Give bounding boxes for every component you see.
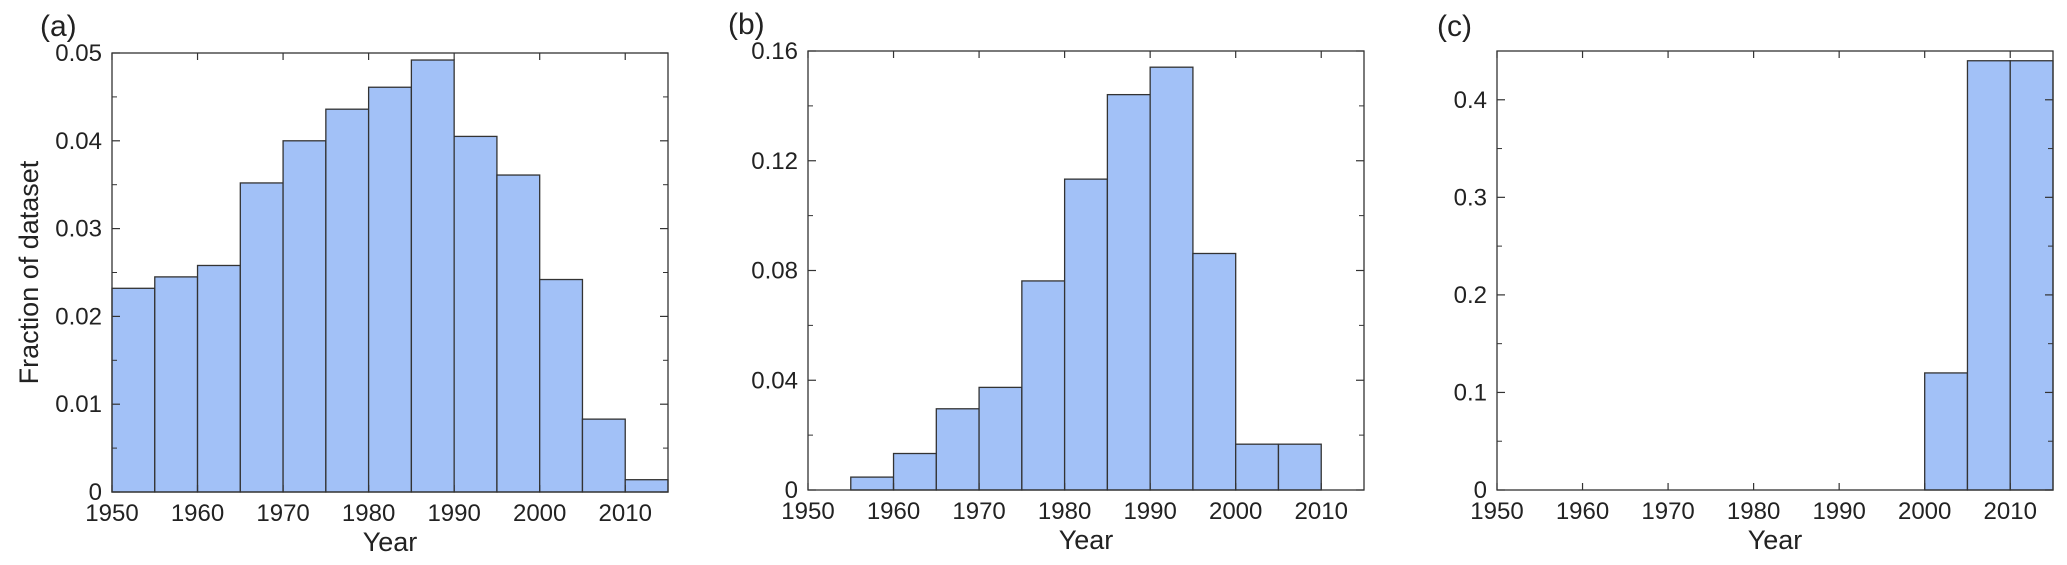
x-tick-label: 2010 [599, 500, 652, 527]
y-tick-label: 0.03 [55, 216, 102, 243]
histogram-bar: 1955–1960: 0.0047 [850, 476, 895, 491]
histogram-bar: 1980–1985: 0.0461 [367, 86, 413, 493]
x-tick-label: 1970 [256, 500, 309, 527]
y-tick-label: 0.02 [55, 303, 102, 330]
histogram-bar: 1975–1980: 0.0436 [325, 108, 370, 493]
y-tick-label: 0.01 [55, 391, 102, 418]
histogram-bar: 2000–2005: 0.0167 [1235, 443, 1280, 491]
x-tick-label: 1970 [952, 498, 1005, 525]
histogram-bar: 2005–2010: 0.0083 [581, 418, 626, 493]
x-tick-label: 2010 [1295, 498, 1348, 525]
y-tick-label: 0 [1474, 477, 1487, 504]
x-tick-label: 1970 [1641, 498, 1694, 525]
histogram-bar: 1980–1985: 0.1133 [1063, 178, 1109, 491]
y-tick-label: 0.3 [1454, 184, 1487, 211]
x-tick-label: 1960 [1556, 498, 1609, 525]
histogram-bar: 2000–2005: 0.0242 [539, 278, 584, 493]
x-axis-label: Year [1748, 525, 1803, 555]
y-tick-label: 0 [89, 479, 102, 506]
histogram-bar: 1965–1970: 0.0296 [935, 408, 980, 491]
x-axis-label: Year [1059, 525, 1114, 555]
x-tick-label: 1950 [781, 498, 834, 525]
chart-panel: 1955–1960: 0.00471960–1965: 0.01331965–1… [728, 8, 1365, 555]
y-tick-label: 0 [785, 477, 798, 504]
histogram-bar: 1995–2000: 0.0361 [496, 174, 541, 493]
panel-label: (c) [1437, 10, 1472, 43]
y-axis-label: Fraction of dataset [14, 160, 44, 384]
histogram-bar: 2005–2010: 0.44 [1966, 60, 2011, 491]
x-tick-label: 2000 [1209, 498, 1262, 525]
x-tick-label: 1950 [1470, 498, 1523, 525]
histogram-bar: 1970–1975: 0.0374 [978, 386, 1023, 491]
histogram-bar: 1975–1980: 0.0762 [1021, 280, 1066, 491]
x-tick-label: 1980 [1038, 498, 1091, 525]
panel-label: (a) [40, 10, 77, 43]
y-tick-label: 0.12 [751, 148, 798, 175]
histogram-bar: 1965–1970: 0.0352 [239, 182, 284, 493]
x-tick-label: 2000 [1898, 498, 1951, 525]
x-tick-label: 2000 [513, 500, 566, 527]
y-tick-label: 0.04 [751, 367, 798, 394]
histogram-bar: 1985–1990: 0.1441 [1106, 93, 1151, 491]
histogram-bar: 2010–2015: 0.44 [2009, 60, 2054, 491]
chart-panel: 1950–1955: 0.02321955–1960: 0.02451960–1… [14, 10, 669, 557]
y-tick-label: 0.1 [1454, 379, 1487, 406]
x-tick-label: 1960 [171, 500, 224, 527]
x-tick-label: 1990 [1123, 498, 1176, 525]
plot-frame [1496, 50, 2054, 491]
x-axis-label: Year [363, 527, 418, 557]
histogram-bar: 1995–2000: 0.0862 [1192, 252, 1237, 491]
histogram-bar: 1990–1995: 0.0405 [453, 135, 498, 493]
histogram-bar: 1955–1960: 0.0245 [154, 276, 199, 493]
x-tick-label: 1950 [85, 500, 138, 527]
chart-panel: 2000–2005: 0.122005–2010: 0.442010–2015:… [1437, 10, 2054, 555]
y-tick-label: 0.05 [55, 40, 102, 67]
panel-label: (b) [728, 8, 765, 41]
x-tick-label: 1990 [427, 500, 480, 527]
histogram-bar: 1970–1975: 0.04 [282, 140, 327, 493]
histogram-bar: 2010–2015: 0.0014 [624, 479, 669, 493]
x-tick-label: 1980 [342, 500, 395, 527]
histogram-bar: 1950–1955: 0.0232 [111, 287, 156, 493]
y-tick-label: 0.2 [1454, 282, 1487, 309]
y-tick-label: 0.16 [751, 38, 798, 65]
histogram-bar: 1990–1995: 0.1541 [1149, 66, 1194, 491]
x-tick-label: 1980 [1727, 498, 1780, 525]
y-tick-label: 0.04 [55, 128, 102, 155]
x-tick-label: 2010 [1984, 498, 2037, 525]
histogram-bar: 2000–2005: 0.12 [1924, 372, 1969, 491]
histogram-bar: 1960–1965: 0.0133 [892, 452, 937, 491]
y-tick-label: 0.4 [1454, 87, 1487, 114]
histogram-bar: 2005–2010: 0.0167 [1277, 443, 1322, 491]
histogram-bar: 1960–1965: 0.0258 [196, 264, 241, 493]
x-tick-label: 1990 [1812, 498, 1865, 525]
y-tick-label: 0.08 [751, 258, 798, 285]
histogram-bar: 1985–1990: 0.0492 [410, 59, 455, 493]
x-tick-label: 1960 [867, 498, 920, 525]
